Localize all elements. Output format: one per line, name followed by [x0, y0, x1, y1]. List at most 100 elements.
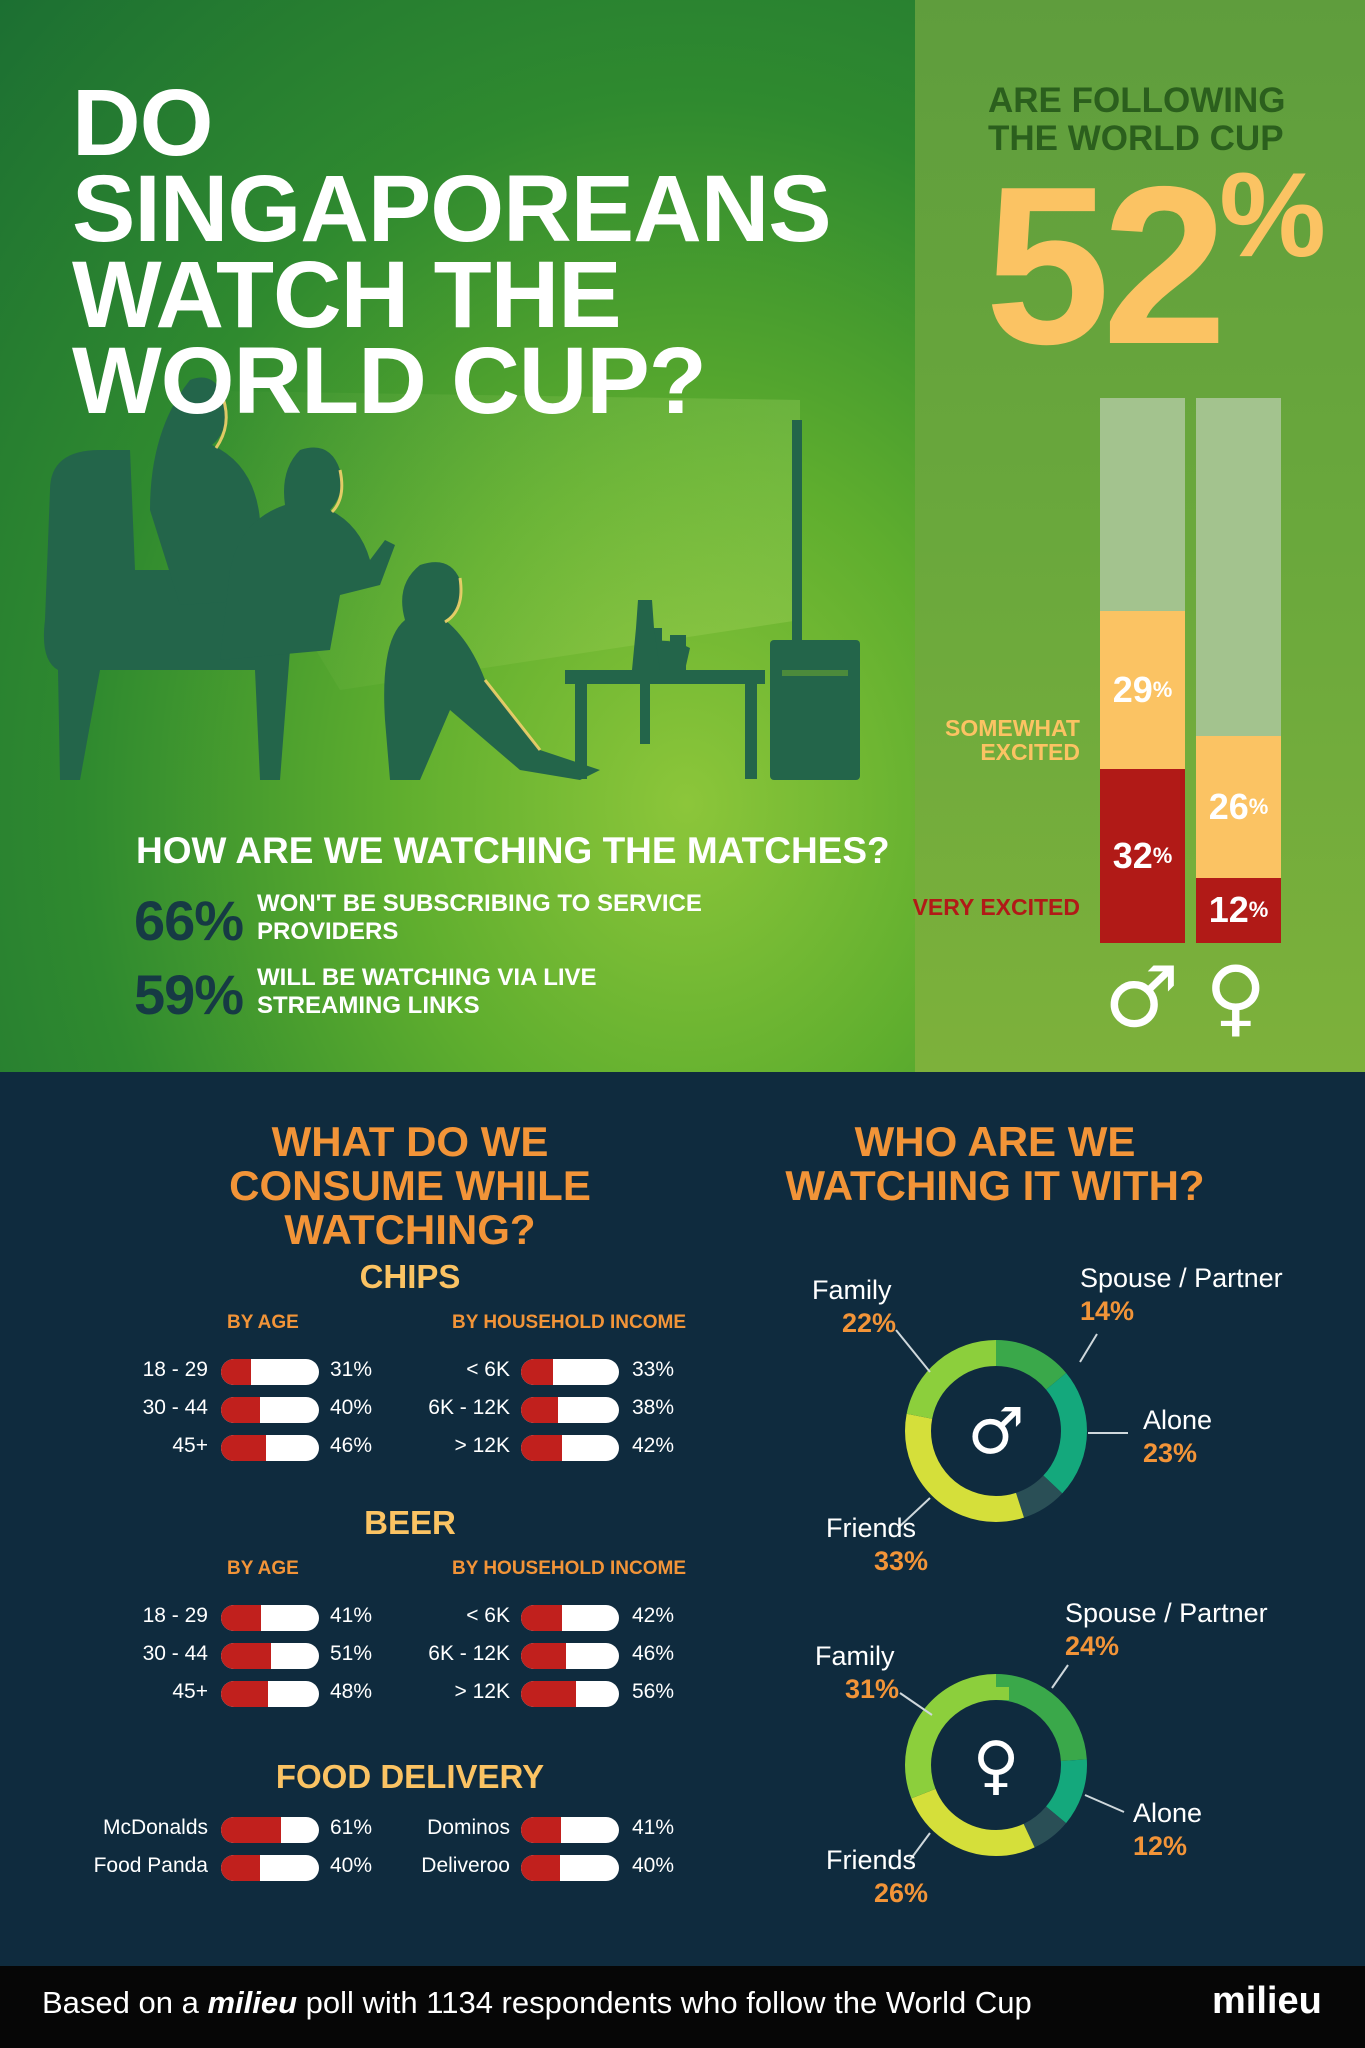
chips-row-label: 30 - 44: [142, 1396, 208, 1419]
chips-bar-fill: [221, 1435, 267, 1461]
beer-bar-fill: [221, 1605, 262, 1631]
chips-row-label: 45+: [172, 1434, 208, 1457]
food-delivery-row-label: McDonalds: [102, 1816, 208, 1839]
donut-leader-line: [1079, 1333, 1098, 1363]
chips-bar: [521, 1359, 619, 1385]
live-streaming-stat: 59%: [134, 963, 244, 1026]
chips-bar-fill: [521, 1397, 559, 1423]
donut-slice-family: [905, 1340, 1087, 1522]
female-very-unit: %: [1248, 897, 1269, 923]
chips-bar-fill: [521, 1359, 554, 1385]
consume-title: WHAT DO WE CONSUME WHILE WATCHING?: [229, 1118, 591, 1253]
donut-slice-friends: [905, 1340, 1087, 1522]
beer-row-value: 42%: [632, 1604, 675, 1627]
donut-female-icon: ♀: [973, 1729, 1020, 1803]
beer-row-label: 45+: [172, 1680, 208, 1703]
following-percentage: 52%: [985, 150, 1326, 380]
no-subscription-stat: 66%: [134, 889, 244, 952]
donut-slice-alone: [905, 1340, 1087, 1522]
male-very-unit: %: [1152, 842, 1173, 868]
beer-bar: [221, 1643, 319, 1669]
beer-bar: [221, 1605, 319, 1631]
beer-bar: [521, 1643, 619, 1669]
chips-row-label: 18 - 29: [142, 1358, 208, 1381]
somewhat-excited-label: SOMEWHAT EXCITED: [944, 715, 1080, 765]
beer-row-value: 51%: [330, 1642, 373, 1665]
following-label: ARE FOLLOWING THE WORLD CUP: [988, 81, 1286, 158]
chips-row-value: 33%: [632, 1358, 675, 1381]
donut-label-friends: Friends: [826, 1845, 917, 1875]
food-delivery-bar: [221, 1855, 319, 1881]
food-delivery-row-label: Deliveroo: [421, 1854, 510, 1877]
donut-label-alone: Alone: [1133, 1798, 1203, 1828]
live-streaming-text: WILL BE WATCHING VIA LIVE STREAMING LINK…: [257, 964, 597, 1019]
donut-male-icon: ♂: [967, 1395, 1024, 1469]
no-subscription-text: WON'T BE SUBSCRIBING TO SERVICE PROVIDER…: [257, 890, 702, 945]
food-delivery-bar-fill: [521, 1855, 561, 1881]
beer-row-label: < 6K: [466, 1604, 510, 1627]
donut-leader-line: [899, 1692, 933, 1716]
food-delivery-row-value: 41%: [632, 1816, 675, 1839]
donut-value-alone: 23%: [1143, 1438, 1198, 1468]
people-watching-tv-illustration: [43, 377, 860, 780]
male-icon: ♂: [1104, 948, 1180, 1046]
footer-prefix: Based on a: [42, 1985, 208, 2020]
beer-bar: [221, 1681, 319, 1707]
beer-bar: [521, 1681, 619, 1707]
chips-bar-fill: [221, 1397, 261, 1423]
food-delivery-bar: [521, 1855, 619, 1881]
donut-label-family: Family: [815, 1641, 895, 1671]
very-excited-label: VERY EXCITED: [912, 894, 1080, 920]
male-somewhat-unit: %: [1152, 676, 1173, 702]
beer-row-value: 48%: [330, 1680, 373, 1703]
food-delivery-row-value: 40%: [632, 1854, 675, 1877]
female-very-segment: 12%: [1196, 877, 1281, 943]
donut-value-spouse-partner: 14%: [1080, 1296, 1135, 1326]
by-income-header: BY HOUSEHOLD INCOME: [452, 1312, 687, 1333]
chips-title: CHIPS: [359, 1258, 461, 1295]
beer-bar-fill: [221, 1643, 271, 1669]
following-unit: %: [1219, 148, 1326, 282]
male-somewhat-value: 29: [1112, 668, 1153, 710]
page-title: DO SINGAPOREANS WATCH THE WORLD CUP?: [72, 70, 832, 434]
beer-row-value: 56%: [632, 1680, 675, 1703]
beer-bar-fill: [521, 1681, 576, 1707]
beer-bar-fill: [521, 1605, 563, 1631]
footer-suffix: poll with 1134 respondents who follow th…: [297, 1985, 1032, 2020]
by-income-header: BY HOUSEHOLD INCOME: [452, 1558, 687, 1579]
male-very-value: 32: [1112, 834, 1153, 876]
food-delivery-row-label: Dominos: [427, 1816, 510, 1839]
footer-bar: [0, 1966, 1365, 2048]
food-delivery-row-value: 40%: [330, 1854, 373, 1877]
chips-row-value: 42%: [632, 1434, 675, 1457]
chips-row-label: > 12K: [454, 1434, 510, 1457]
food-delivery-bar: [521, 1817, 619, 1843]
chips-row-label: 6K - 12K: [428, 1396, 510, 1419]
food-delivery-row-value: 61%: [330, 1816, 373, 1839]
chips-row-value: 38%: [632, 1396, 675, 1419]
chips-bar: [521, 1397, 619, 1423]
donut-label-family: Family: [812, 1275, 892, 1305]
donut-slice-friends: [905, 1674, 1087, 1856]
food-delivery-bar-fill: [221, 1855, 261, 1881]
donut-value-family: 22%: [842, 1308, 897, 1338]
footer-brand: milieu: [207, 1985, 298, 2020]
food-delivery-row-label: Food Panda: [93, 1854, 208, 1877]
footer-source: Based on a milieu poll with 1134 respond…: [42, 1985, 1032, 2021]
chips-bar: [221, 1359, 319, 1385]
donut-leader-line: [1084, 1794, 1125, 1813]
food-delivery-bar-fill: [221, 1817, 281, 1843]
donut-label-alone: Alone: [1143, 1405, 1213, 1435]
donut-label-friends: Friends: [826, 1513, 917, 1543]
beer-bar-fill: [521, 1643, 567, 1669]
chips-bar-fill: [521, 1435, 563, 1461]
beer-title: BEER: [364, 1504, 456, 1541]
beer-row-value: 41%: [330, 1604, 373, 1627]
donut-value-family: 31%: [845, 1674, 900, 1704]
milieu-logo: milieu: [1212, 1980, 1322, 2022]
donut-value-friends: 26%: [874, 1878, 929, 1908]
donut-leader-line: [895, 1329, 931, 1373]
female-icon: ♀: [1205, 948, 1267, 1046]
